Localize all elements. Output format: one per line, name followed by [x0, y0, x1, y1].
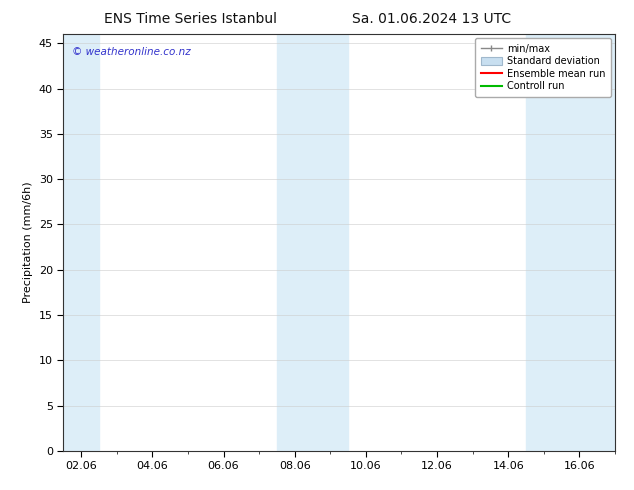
- Text: © weatheronline.co.nz: © weatheronline.co.nz: [72, 47, 190, 57]
- Bar: [277, 34, 313, 451]
- Bar: [562, 34, 615, 451]
- Text: ENS Time Series Istanbul: ENS Time Series Istanbul: [104, 12, 276, 26]
- Bar: [313, 34, 348, 451]
- Legend: min/max, Standard deviation, Ensemble mean run, Controll run: min/max, Standard deviation, Ensemble me…: [475, 38, 611, 97]
- Y-axis label: Precipitation (mm/6h): Precipitation (mm/6h): [23, 182, 34, 303]
- Text: Sa. 01.06.2024 13 UTC: Sa. 01.06.2024 13 UTC: [352, 12, 510, 26]
- Bar: [526, 34, 562, 451]
- Bar: [63, 34, 99, 451]
